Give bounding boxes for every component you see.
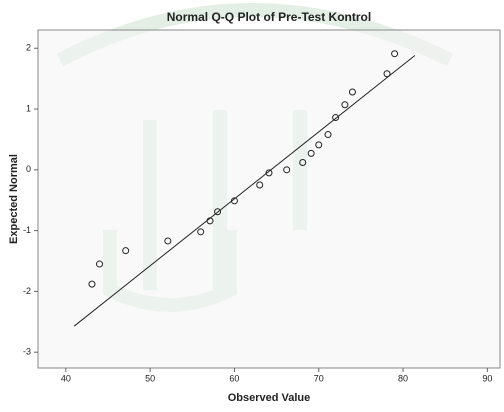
- point: [256, 181, 264, 189]
- point: [283, 166, 291, 174]
- reference-line: [73, 55, 416, 327]
- y-tick-label: 2: [26, 43, 31, 53]
- point: [214, 208, 222, 216]
- y-axis-label: Expected Normal: [8, 154, 20, 244]
- point: [324, 131, 332, 139]
- point: [332, 114, 340, 122]
- point: [197, 228, 205, 236]
- y-tick-label: 1: [26, 103, 31, 113]
- point: [96, 260, 104, 268]
- x-tick-label: 60: [229, 373, 239, 383]
- x-tick-label: 80: [398, 373, 408, 383]
- point: [307, 149, 315, 157]
- point: [299, 159, 307, 167]
- y-tick-label: 0: [26, 164, 31, 174]
- x-tick-label: 50: [145, 373, 155, 383]
- x-tick-label: 90: [482, 373, 492, 383]
- point: [315, 141, 323, 149]
- point: [230, 197, 238, 205]
- point: [265, 169, 273, 177]
- y-tick-label: -3: [23, 347, 31, 357]
- x-tick-label: 40: [61, 373, 71, 383]
- point: [348, 88, 356, 96]
- point: [122, 247, 130, 255]
- point: [341, 101, 349, 109]
- point: [164, 237, 172, 245]
- point: [206, 217, 214, 225]
- point: [391, 50, 399, 58]
- point: [88, 280, 96, 288]
- point: [383, 70, 391, 78]
- x-axis-label: Observed Value: [228, 392, 311, 404]
- y-tick-label: -1: [23, 225, 31, 235]
- chart-title: Normal Q-Q Plot of Pre-Test Kontrol: [167, 10, 371, 24]
- plot-area: [37, 29, 501, 369]
- y-tick-label: -2: [23, 286, 31, 296]
- x-tick-label: 70: [314, 373, 324, 383]
